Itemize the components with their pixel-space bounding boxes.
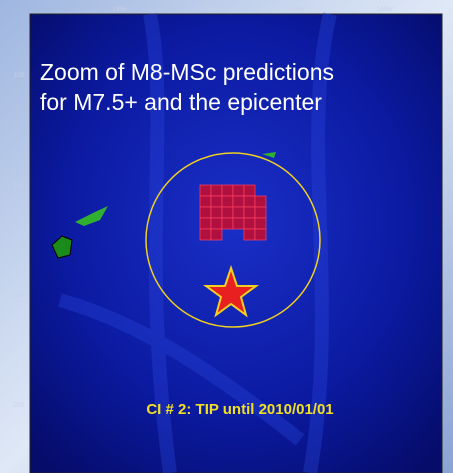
prediction-cell [233,218,244,229]
prediction-cell [222,196,233,207]
slide: 180E 175W 170W 165W 10S 15S 20S 25S Zoom… [0,0,453,473]
prediction-cell [200,207,211,218]
prediction-cell [211,229,222,240]
prediction-cell [222,207,233,218]
prediction-cell [255,229,266,240]
prediction-cell [244,185,255,196]
prediction-cell [233,185,244,196]
prediction-cell [244,229,255,240]
caption: CI # 2: TIP until 2010/01/01 [146,401,333,418]
prediction-cell [200,196,211,207]
prediction-cell [233,207,244,218]
prediction-cell [255,207,266,218]
x-label: 175W [202,7,218,13]
x-label: 170W [289,7,305,13]
y-label: 20S [14,293,25,299]
y-label: 10S [14,73,25,79]
title-line: Zoom of M8-MSc predictions [40,59,334,85]
prediction-cell [211,185,222,196]
y-label: 25S [14,403,25,409]
prediction-cell [255,196,266,207]
title-line: for M7.5+ and the epicenter [40,89,322,115]
prediction-cell [244,196,255,207]
prediction-cell [244,218,255,229]
prediction-cell [222,185,233,196]
prediction-cell [200,229,211,240]
x-label: 180E [113,7,127,13]
prediction-cell [211,196,222,207]
y-label: 15S [14,183,25,189]
page: {"title_lines": ["Zoom of M8-MSc predict… [0,0,453,473]
prediction-cell [244,207,255,218]
prediction-cell [255,218,266,229]
prediction-cell [200,185,211,196]
prediction-cell [200,218,211,229]
x-label: 165W [377,7,393,13]
prediction-cell [211,207,222,218]
prediction-cell [233,196,244,207]
prediction-cell [222,218,233,229]
prediction-cell [211,218,222,229]
